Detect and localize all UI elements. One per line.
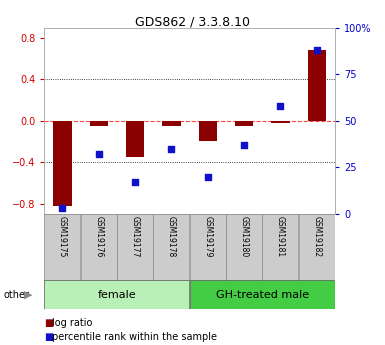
- Text: ■: ■: [44, 332, 54, 342]
- Text: GSM19182: GSM19182: [312, 216, 321, 257]
- Text: percentile rank within the sample: percentile rank within the sample: [52, 332, 217, 342]
- Bar: [44, 214, 80, 281]
- Bar: [299, 214, 335, 281]
- Bar: [44, 280, 189, 309]
- Point: [277, 103, 283, 109]
- Point: [314, 47, 320, 53]
- Point: [96, 151, 102, 157]
- Bar: [162, 121, 181, 126]
- Text: GSM19175: GSM19175: [58, 216, 67, 257]
- Text: GH-treated male: GH-treated male: [216, 290, 309, 299]
- Text: GSM19180: GSM19180: [239, 216, 249, 257]
- Bar: [271, 121, 290, 123]
- Text: ■: ■: [44, 318, 54, 327]
- Text: GSM19181: GSM19181: [276, 216, 285, 257]
- Point: [205, 174, 211, 179]
- Text: ▶: ▶: [23, 290, 32, 299]
- Bar: [117, 214, 153, 281]
- Bar: [154, 214, 189, 281]
- Text: GSM19179: GSM19179: [203, 216, 212, 257]
- Bar: [90, 121, 108, 126]
- Text: GSM19177: GSM19177: [131, 216, 140, 257]
- Bar: [226, 214, 262, 281]
- Point: [241, 142, 247, 148]
- Text: GDS862 / 3.3.8.10: GDS862 / 3.3.8.10: [135, 16, 250, 29]
- Bar: [126, 121, 144, 157]
- Text: other: other: [4, 290, 30, 299]
- Bar: [235, 121, 253, 126]
- Bar: [54, 121, 72, 206]
- Bar: [190, 280, 335, 309]
- Text: GSM19176: GSM19176: [94, 216, 103, 257]
- Text: GSM19178: GSM19178: [167, 216, 176, 257]
- Text: female: female: [98, 290, 136, 299]
- Bar: [81, 214, 117, 281]
- Bar: [199, 121, 217, 141]
- Point: [168, 146, 174, 151]
- Bar: [263, 214, 298, 281]
- Text: log ratio: log ratio: [52, 318, 92, 327]
- Point: [59, 206, 65, 211]
- Bar: [190, 214, 226, 281]
- Bar: [308, 50, 326, 121]
- Point: [132, 179, 138, 185]
